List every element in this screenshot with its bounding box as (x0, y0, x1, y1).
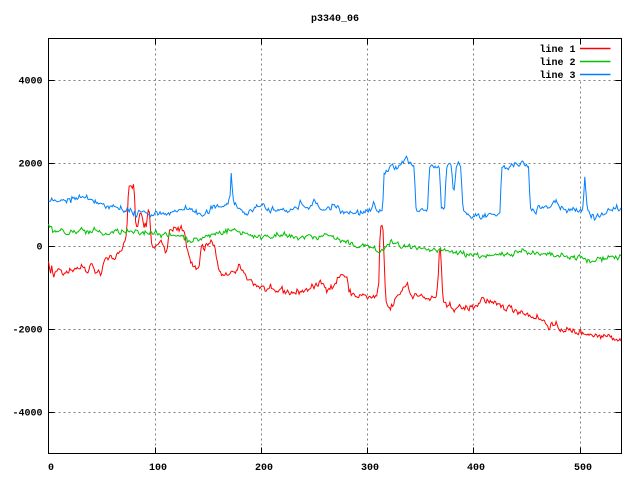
svg-text:0: 0 (48, 463, 54, 474)
svg-text:200: 200 (255, 463, 273, 474)
svg-text:0: 0 (36, 243, 42, 254)
svg-text:line 2: line 2 (539, 57, 575, 69)
svg-text:2000: 2000 (18, 160, 42, 171)
svg-text:4000: 4000 (18, 77, 42, 88)
svg-text:500: 500 (574, 463, 592, 474)
svg-text:line 1: line 1 (539, 44, 575, 56)
svg-text:p3340_06: p3340_06 (311, 14, 359, 25)
svg-text:-4000: -4000 (12, 409, 42, 420)
svg-text:300: 300 (361, 463, 379, 474)
svg-text:400: 400 (467, 463, 485, 474)
svg-text:100: 100 (149, 463, 167, 474)
svg-text:-2000: -2000 (12, 326, 42, 337)
svg-text:line 3: line 3 (539, 70, 575, 82)
